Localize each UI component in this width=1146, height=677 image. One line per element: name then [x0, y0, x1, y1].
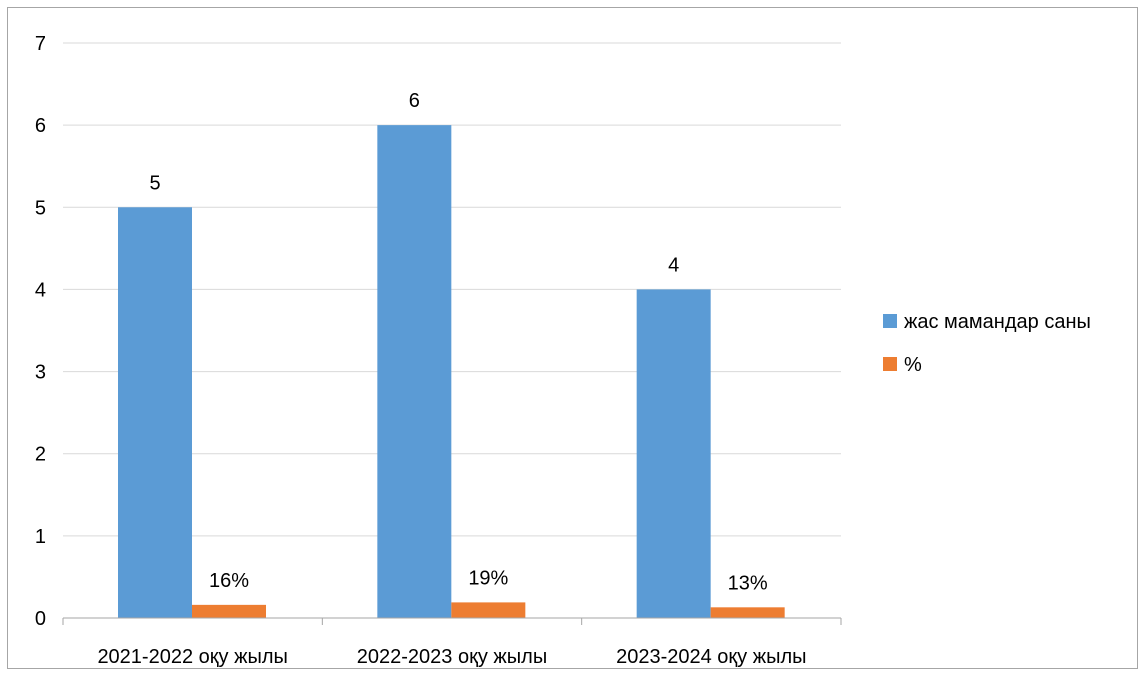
- y-tick-label: 4: [35, 279, 46, 301]
- y-tick-label: 6: [35, 115, 46, 137]
- legend-label: жас мамандар саны: [904, 311, 1091, 333]
- bar: [636, 289, 711, 618]
- legend-swatch: [883, 314, 897, 328]
- data-label: 4: [668, 254, 679, 276]
- x-axis-category-labels: 2021-2022 оқу жылы 2022-2023 оқу жылы 2023…: [97, 646, 806, 668]
- bars: [118, 125, 785, 619]
- bar: [118, 207, 192, 619]
- bar: [710, 607, 785, 618]
- data-labels: 5 16% 6 19% 4 13%: [149, 90, 767, 594]
- gridlines: [63, 42, 841, 537]
- data-label: 6: [409, 90, 420, 112]
- chart-frame: [7, 7, 1138, 669]
- data-label: 5: [149, 172, 160, 194]
- data-label: 16%: [209, 570, 249, 592]
- y-axis-tick-labels: 0 1 2 3 4 5 6 7: [35, 33, 46, 630]
- legend-label: %: [904, 354, 922, 376]
- legend: жас мамандар саны%: [883, 311, 1091, 376]
- y-tick-label: 1: [35, 526, 46, 548]
- data-label: 13%: [728, 572, 768, 594]
- bar: [451, 602, 526, 618]
- y-tick-label: 7: [35, 33, 46, 55]
- y-tick-label: 5: [35, 197, 46, 219]
- data-label: 19%: [468, 567, 508, 589]
- bar: [192, 604, 266, 618]
- x-category-label: 2022-2023 оқу жылы: [357, 646, 547, 668]
- y-tick-label: 3: [35, 362, 46, 384]
- y-tick-label: 2: [35, 444, 46, 466]
- bar: [377, 125, 452, 619]
- legend-swatch: [883, 357, 897, 371]
- x-category-label: 2021-2022 оқу жылы: [97, 646, 287, 668]
- x-axis: [62, 617, 842, 625]
- x-category-label: 2023-2024 оқу жылы: [616, 646, 806, 668]
- y-tick-label: 0: [35, 608, 46, 630]
